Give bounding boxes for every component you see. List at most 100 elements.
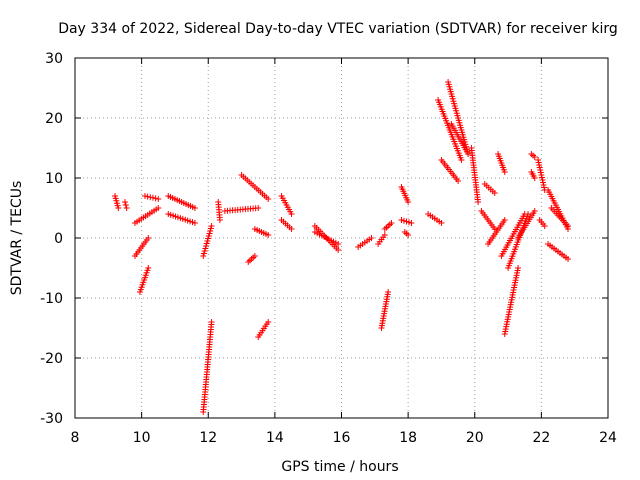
data-series-track	[131, 205, 162, 226]
x-tick-label: 10	[133, 430, 151, 446]
data-series-track	[528, 151, 538, 160]
data-series-track	[245, 253, 258, 265]
data-point	[121, 199, 128, 205]
data-point	[525, 211, 532, 217]
data-series-track	[136, 265, 152, 295]
data-point	[368, 235, 375, 241]
data-series-track	[121, 199, 130, 211]
data-point	[381, 232, 388, 238]
x-tick-label: 12	[199, 430, 217, 446]
data-point	[149, 194, 156, 201]
data-series-track	[481, 181, 498, 196]
data-series-track	[355, 235, 375, 250]
data-point	[255, 205, 262, 211]
data-series-track	[536, 217, 548, 229]
data-point	[335, 247, 342, 253]
data-point	[288, 211, 295, 217]
data-point	[191, 205, 198, 211]
grid	[75, 58, 608, 418]
data-point	[155, 196, 162, 202]
x-tick-labels: 8 10 12 14 16 18 20 22 24	[71, 430, 617, 446]
x-tick-label: 20	[466, 430, 484, 446]
data-point	[385, 289, 392, 295]
data-series-track	[131, 235, 152, 259]
data-point	[265, 319, 272, 325]
data-series-track	[238, 172, 272, 202]
data-series-track	[200, 319, 215, 415]
x-tick-label: 24	[599, 430, 617, 446]
data-point	[458, 157, 465, 163]
data-point	[152, 195, 159, 202]
data-series-track	[438, 157, 462, 184]
data-point	[531, 208, 538, 214]
data-point	[541, 223, 548, 229]
data-point	[208, 319, 215, 325]
data-series-track	[498, 211, 528, 259]
data-point	[122, 202, 129, 208]
data-series-track	[255, 319, 272, 340]
data-point	[288, 226, 295, 232]
data-point	[145, 235, 152, 241]
data-point	[145, 265, 152, 271]
data-series-track	[535, 157, 548, 193]
data-point	[405, 199, 412, 205]
data-series-track	[548, 205, 572, 229]
data-point	[155, 205, 162, 211]
data-series-track	[278, 193, 295, 217]
x-tick-label: 14	[266, 430, 284, 446]
data-series-track	[165, 211, 198, 226]
y-tick-labels: -30 -20 -10 0 10 20 30	[40, 51, 63, 427]
data-series-track	[435, 97, 465, 163]
data-point	[501, 217, 508, 223]
x-tick-label: 8	[71, 430, 80, 446]
data-series-track	[501, 265, 522, 337]
data-point	[191, 220, 198, 226]
data-point	[475, 199, 482, 205]
data-point	[208, 223, 215, 229]
data-point	[144, 193, 151, 200]
data-series-track	[311, 229, 342, 247]
data-series-track	[545, 187, 572, 232]
data-series-track	[375, 232, 388, 247]
data-series-track	[398, 217, 415, 226]
data-point	[388, 220, 395, 226]
data-point	[123, 205, 130, 211]
data-series-track	[381, 220, 395, 232]
data-series-track	[215, 199, 223, 223]
data-point	[491, 190, 498, 196]
data-point	[265, 196, 272, 202]
data-series-track	[478, 208, 498, 232]
data-points	[111, 79, 572, 415]
data-series-track	[545, 241, 572, 262]
data-series-track	[378, 289, 392, 331]
data-series-track	[141, 193, 162, 202]
data-point	[251, 253, 258, 259]
y-tick-label: -20	[40, 351, 63, 367]
data-point	[141, 193, 148, 199]
data-series-track	[278, 217, 295, 232]
data-point	[565, 256, 572, 262]
x-tick-label: 18	[399, 430, 417, 446]
data-series-track	[401, 229, 412, 238]
x-tick-label: 22	[532, 430, 550, 446]
y-tick-label: 10	[45, 171, 63, 187]
data-point	[501, 169, 508, 175]
data-series-track	[251, 226, 272, 238]
data-point	[265, 232, 272, 238]
x-axis-label: GPS time / hours	[281, 459, 398, 475]
data-point	[335, 241, 342, 247]
data-point	[531, 175, 538, 181]
data-point	[438, 220, 445, 226]
data-series-track	[485, 217, 508, 247]
data-point	[515, 265, 522, 271]
data-point	[565, 223, 572, 229]
data-point	[115, 205, 122, 211]
data-point	[216, 217, 223, 223]
data-series-track	[200, 223, 215, 259]
y-tick-label: -30	[40, 411, 63, 427]
ticks	[74, 57, 609, 419]
data-series-track	[425, 211, 445, 226]
y-tick-label: 30	[45, 51, 63, 67]
x-tick-label: 16	[333, 430, 351, 446]
chart-title: Day 334 of 2022, Sidereal Day-to-day VTE…	[58, 21, 618, 37]
